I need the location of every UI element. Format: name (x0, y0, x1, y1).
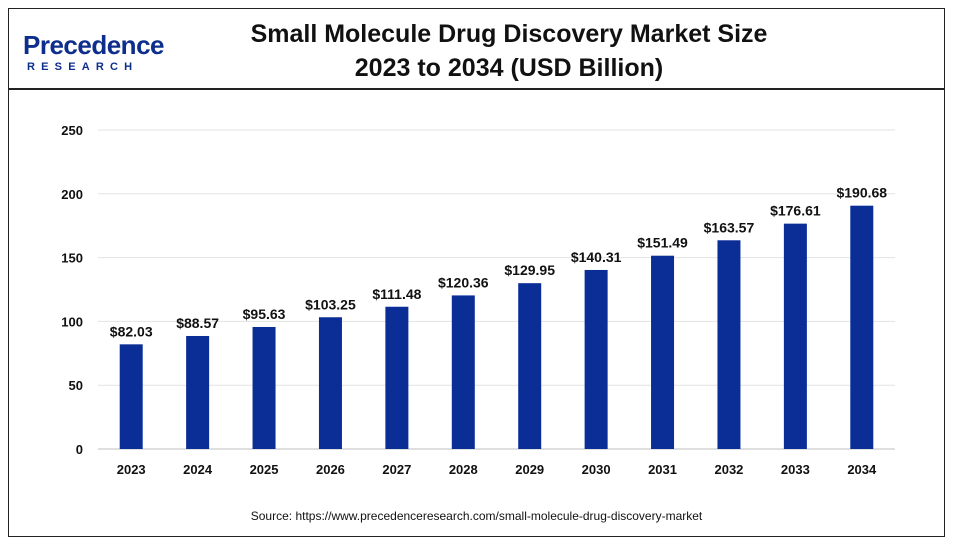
bar (850, 205, 874, 449)
y-tick-label: 200 (61, 187, 83, 202)
y-tick-label: 50 (69, 378, 83, 393)
data-label: $120.36 (438, 274, 489, 290)
x-tick-label: 2026 (316, 462, 345, 477)
x-tick-label: 2025 (250, 462, 279, 477)
x-tick-label: 2029 (515, 462, 544, 477)
y-tick-label: 100 (61, 314, 83, 329)
data-label: $190.68 (836, 185, 887, 201)
data-label: $176.61 (770, 203, 821, 219)
y-tick-label: 150 (61, 251, 83, 266)
data-label: $82.03 (110, 323, 153, 339)
bar (783, 223, 807, 449)
x-tick-label: 2030 (582, 462, 611, 477)
data-label: $95.63 (243, 306, 286, 322)
bar (318, 317, 342, 449)
y-tick-label: 0 (76, 442, 83, 457)
source-note: Source: https://www.precedenceresearch.c… (250, 509, 703, 523)
x-tick-label: 2023 (117, 462, 146, 477)
bar (385, 306, 409, 449)
chart-title-line2: 2023 to 2034 (USD Billion) (354, 54, 664, 82)
bar (451, 295, 475, 449)
chart-title-line1: Small Molecule Drug Discovery Market Siz… (250, 20, 768, 48)
x-tick-label: 2028 (449, 462, 478, 477)
bar (252, 326, 276, 449)
data-label: $129.95 (504, 262, 555, 278)
x-tick-label: 2024 (183, 462, 213, 477)
chart-header: Precedence RESEARCH Small Molecule Drug … (9, 9, 944, 90)
x-tick-label: 2032 (714, 462, 743, 477)
chart-title: Small Molecule Drug Discovery Market Siz… (209, 17, 809, 85)
bar (584, 269, 608, 449)
x-tick-label: 2033 (781, 462, 810, 477)
bar (651, 255, 675, 449)
bar (119, 344, 143, 449)
brand-tagline: RESEARCH (27, 61, 139, 73)
data-label: $88.57 (176, 315, 219, 331)
data-label: $151.49 (637, 235, 688, 251)
x-tick-label: 2034 (847, 462, 877, 477)
data-label: $111.48 (372, 286, 421, 302)
brand-name: Precedence (23, 30, 164, 60)
x-tick-label: 2031 (648, 462, 677, 477)
data-label: $103.25 (305, 296, 356, 312)
x-tick-label: 2027 (382, 462, 411, 477)
brand-logo: Precedence RESEARCH (23, 31, 173, 79)
bar (518, 283, 542, 449)
bar (717, 240, 741, 449)
y-tick-label: 250 (61, 123, 83, 138)
data-label: $140.31 (571, 249, 622, 265)
data-label: $163.57 (704, 219, 755, 235)
bar (186, 335, 210, 449)
